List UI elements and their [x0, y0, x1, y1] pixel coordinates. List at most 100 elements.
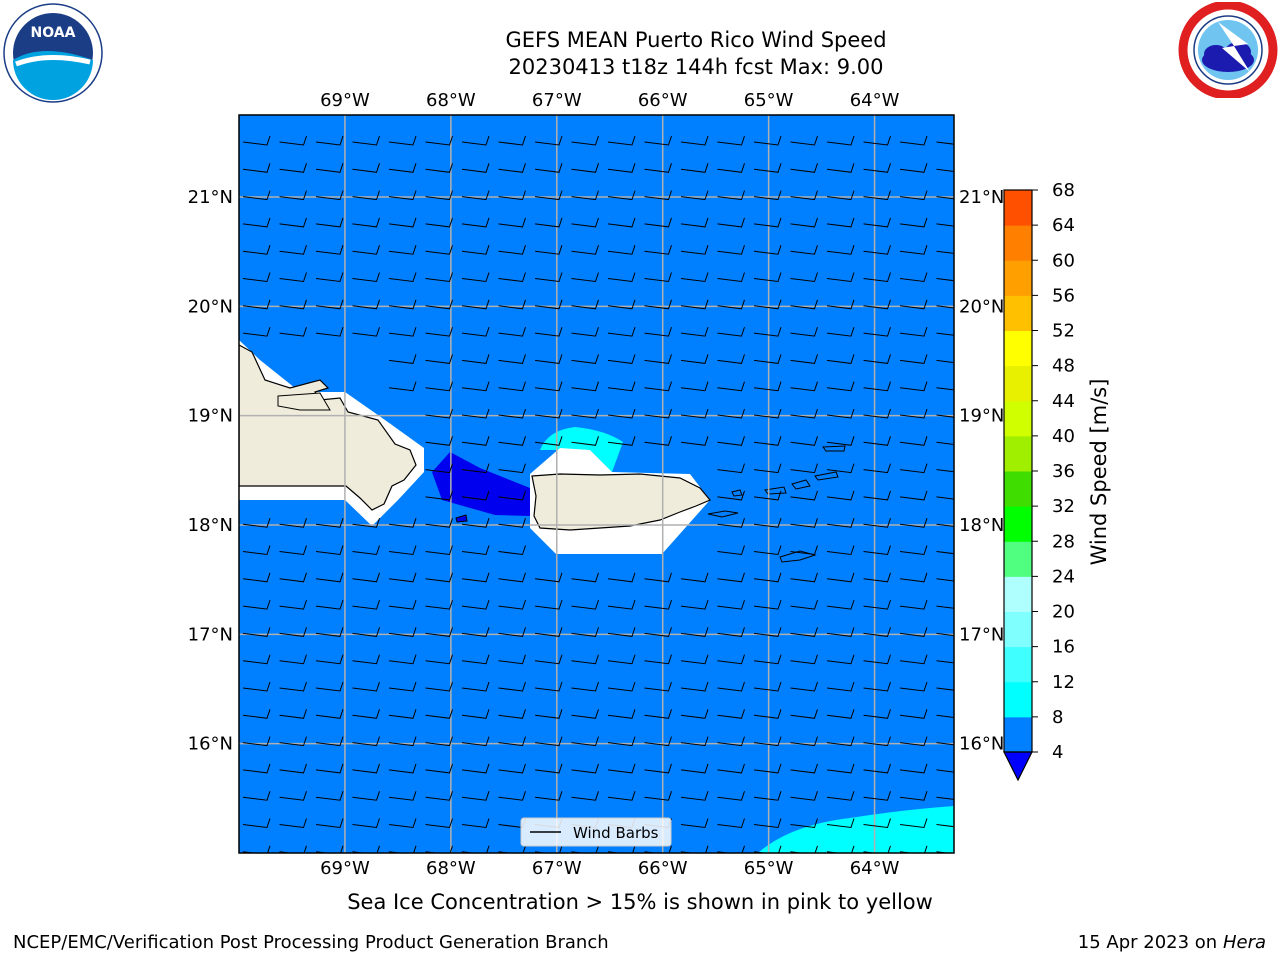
- wind-barb: [936, 250, 954, 254]
- wind-barb: [425, 681, 453, 692]
- wind-barb: [534, 763, 563, 774]
- colorbar-tick-label: 68: [1052, 180, 1075, 201]
- wind-barb: [680, 381, 709, 392]
- wind-barb: [571, 135, 599, 146]
- wind-barb: [607, 163, 636, 173]
- wind-barb: [899, 518, 928, 528]
- wind-barb: [899, 599, 928, 610]
- wind-barb: [352, 654, 380, 665]
- wind-barb: [534, 709, 563, 719]
- wind-barb: [717, 217, 745, 228]
- wind-barb: [571, 654, 599, 665]
- wind-barb: [388, 135, 417, 146]
- wind-barb: [461, 818, 490, 829]
- wind-barb: [753, 736, 782, 747]
- footer-host: Hera: [1222, 932, 1266, 953]
- wind-barb: [279, 791, 307, 801]
- colorbar-tick-label: 24: [1052, 566, 1075, 587]
- wind-barb: [899, 326, 928, 337]
- wind-barb: [425, 791, 453, 801]
- lon-tick-label: 64°W: [850, 858, 900, 879]
- wind-barb: [826, 463, 855, 474]
- wind-barb: [936, 305, 954, 309]
- wind-barb: [534, 736, 563, 747]
- wind-barb: [534, 217, 563, 228]
- wind-barb: [425, 190, 453, 201]
- wind-barb: [315, 245, 344, 255]
- wind-barb: [717, 736, 745, 747]
- wind-barb: [644, 163, 672, 173]
- wind-barb: [498, 135, 526, 146]
- wind-barb: [279, 572, 307, 583]
- sea-ice-note: Sea Ice Concentration > 15% is shown in …: [347, 890, 933, 914]
- wind-barb: [899, 436, 928, 446]
- wind-barb: [790, 381, 818, 392]
- wind-barb: [498, 709, 526, 719]
- colorbar-tick-label: 8: [1052, 707, 1063, 728]
- wind-barb: [425, 463, 453, 474]
- wind-barb: [279, 272, 307, 283]
- colorbar-tick-label: 32: [1052, 496, 1075, 517]
- wind-barb: [242, 572, 271, 583]
- wind-barb: [571, 681, 599, 692]
- wind-barb: [242, 135, 271, 146]
- wind-barb: [863, 190, 891, 201]
- wind-barb: [571, 245, 599, 255]
- wind-barb: [498, 299, 526, 310]
- wind-barb: [826, 354, 855, 364]
- land-hispaniola-inner: [277, 392, 331, 411]
- land-vieques: [707, 510, 739, 518]
- wind-barb: [352, 190, 380, 201]
- wind-barb: [352, 627, 380, 637]
- wind-barb: [534, 681, 563, 692]
- wind-barb: [753, 326, 782, 337]
- wind-barb: [899, 381, 928, 392]
- wind-barb: [498, 545, 526, 556]
- wind-barb: [899, 681, 928, 692]
- colorbar-tick-label: 16: [1052, 637, 1075, 658]
- wind-barb: [899, 217, 928, 228]
- lat-tick-label: 16°N: [188, 734, 233, 755]
- wind-barb: [790, 791, 818, 801]
- colorbar-bin: [1004, 576, 1032, 612]
- wind-barb: [388, 354, 417, 364]
- wind-barb: [315, 326, 344, 337]
- wind-barb: [826, 326, 855, 337]
- wind-barb: [936, 523, 954, 527]
- wind-barb: [899, 163, 928, 173]
- colorbar-bin: [1004, 190, 1032, 226]
- wind-barb: [863, 354, 891, 364]
- wind-barb: [863, 545, 891, 556]
- wind-barb: [279, 709, 307, 719]
- wind-barb: [425, 818, 453, 829]
- wind-barb: [498, 190, 526, 201]
- wind-barb: [899, 545, 928, 556]
- wind-barb: [826, 791, 855, 801]
- wind-barb: [899, 135, 928, 146]
- wind-barb: [863, 163, 891, 173]
- wind-barb: [242, 627, 271, 637]
- wind-barb: [680, 572, 709, 583]
- wind-barb: [352, 272, 380, 283]
- wind-barb: [534, 599, 563, 610]
- wind-barb: [352, 599, 380, 610]
- lat-tick-label-right: 16°N: [959, 734, 1004, 755]
- wind-barb: [388, 163, 417, 173]
- wind-barb: [461, 163, 490, 173]
- wind-barb: [826, 299, 855, 310]
- wind-barb: [826, 654, 855, 665]
- wind-barb: [607, 190, 636, 201]
- wind-barb: [753, 654, 782, 665]
- wind-barb: [936, 796, 954, 800]
- wind-barb: [279, 599, 307, 610]
- colorbar-tick-label: 12: [1052, 672, 1075, 693]
- wind-barb: [534, 408, 563, 419]
- wind-barb: [461, 545, 490, 556]
- wind-barb: [936, 714, 954, 718]
- wind-barb: [315, 545, 344, 556]
- wind-barb: [461, 190, 490, 201]
- wind-barb: [680, 627, 709, 637]
- wind-barb: [461, 518, 490, 528]
- wind-barb: [242, 818, 271, 829]
- wind-barb: [571, 326, 599, 337]
